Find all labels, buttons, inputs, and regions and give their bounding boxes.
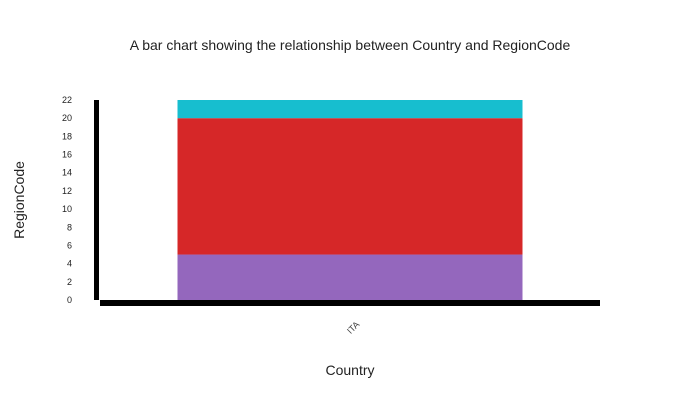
x-axis-ticks: ITA (345, 319, 362, 336)
y-tick-label: 14 (62, 168, 72, 178)
y-tick-label: 2 (67, 277, 72, 287)
x-tick-label: ITA (345, 319, 362, 336)
bar-segment (177, 254, 523, 300)
y-tick-label: 8 (67, 222, 72, 232)
y-tick-label: 22 (62, 95, 72, 105)
y-tick-label: 10 (62, 204, 72, 214)
x-axis-line (100, 300, 600, 306)
y-tick-label: 12 (62, 186, 72, 196)
y-tick-label: 18 (62, 131, 72, 141)
y-tick-label: 20 (62, 113, 72, 123)
chart-title: A bar chart showing the relationship bet… (130, 37, 571, 53)
y-tick-label: 4 (67, 259, 72, 269)
y-tick-label: 6 (67, 240, 72, 250)
y-axis-line (94, 100, 99, 300)
bar-segment (177, 100, 523, 119)
y-axis-label: RegionCode (11, 161, 27, 239)
bars-group (177, 100, 523, 300)
y-axis-ticks: 0 2 4 6 8 10 12 14 16 18 20 22 (62, 95, 72, 305)
y-tick-label: 0 (67, 295, 72, 305)
x-axis-label: Country (325, 362, 374, 378)
y-tick-label: 16 (62, 150, 72, 160)
bar-segment (177, 118, 523, 255)
